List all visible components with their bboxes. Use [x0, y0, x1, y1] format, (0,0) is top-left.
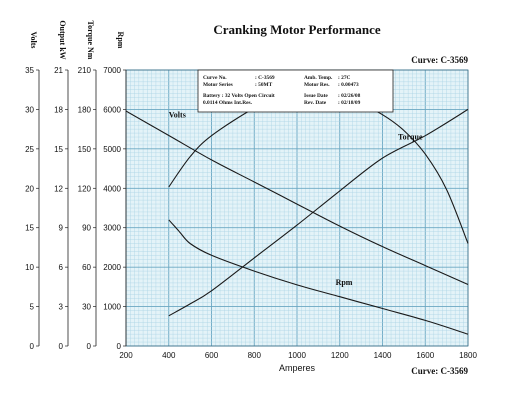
series-label-volts: Volts: [169, 110, 186, 119]
series-label-torque: Torque: [398, 133, 423, 142]
info-cell: Rev. Date: [304, 100, 327, 106]
tick-label: 30: [25, 105, 34, 114]
tick-label: 90: [82, 224, 91, 233]
tick-label: 3000: [103, 224, 121, 233]
y-axis-3: Torque Nm 0 30 60 90 120 150 180 210: [78, 21, 97, 351]
info-cell: Amb. Temp.: [304, 75, 333, 81]
tick-label: 5000: [103, 145, 121, 154]
curve-id-bottom: Curve: C-3569: [411, 366, 468, 376]
x-tick-label: 1400: [374, 351, 392, 360]
axis-title: Output kW: [58, 20, 67, 59]
info-cell: Battery : 32 Volts Open Circuit: [203, 93, 275, 99]
x-tick-label: 800: [248, 351, 262, 360]
tick-label: 9: [59, 224, 64, 233]
tick-label: 30: [82, 303, 91, 312]
x-tick-labels: 200 400 600 800 1000 1200 1400 1600 1800: [119, 351, 477, 360]
curve-torque: [168, 108, 469, 317]
tick-label: 2000: [103, 263, 121, 272]
curve-volts: [125, 110, 469, 286]
tick-label: 0: [117, 342, 122, 351]
x-tick-label: 400: [162, 351, 176, 360]
info-cell: : 02/26/08: [338, 93, 361, 99]
tick-label: 3: [59, 303, 64, 312]
y-axis-4: Rpm 0 1000 2000 3000 4000 5000 6000 7000: [103, 32, 127, 351]
tick-label: 35: [25, 66, 34, 75]
axis-title: Rpm: [116, 32, 125, 49]
x-tick-label: 600: [205, 351, 219, 360]
axis-title: Volts: [29, 31, 38, 48]
tick-label: 0: [87, 342, 92, 351]
tick-label: 120: [78, 184, 92, 193]
tick-label: 10: [25, 263, 34, 272]
tick-label: 150: [78, 145, 92, 154]
info-cell: 0.0114 Ohms Int.Res.: [203, 100, 253, 106]
y-axis-2: Output kW 0 3 6 9 12 15 18 21: [54, 20, 69, 351]
chart-title: Cranking Motor Performance: [213, 22, 381, 37]
tick-label: 7000: [103, 66, 121, 75]
info-cell: : 0.00473: [338, 82, 359, 88]
axis-title: Torque Nm: [86, 21, 95, 60]
curve-rpm: [168, 219, 469, 335]
plot-grid: [125, 69, 469, 347]
info-box-panel: [197, 69, 394, 113]
x-tick-label: 200: [119, 351, 133, 360]
tick-label: 15: [54, 145, 63, 154]
tick-label: 18: [54, 105, 63, 114]
info-cell: Curve No.: [203, 75, 227, 81]
tick-label: 25: [25, 145, 34, 154]
tick-label: 0: [59, 342, 64, 351]
tick-label: 6: [59, 263, 64, 272]
info-cell: Motor Res.: [304, 82, 330, 88]
tick-label: 6000: [103, 105, 121, 114]
tick-label: 180: [78, 105, 92, 114]
info-cell: : 50MT: [255, 82, 273, 88]
tick-label: 0: [30, 342, 35, 351]
tick-label: 60: [82, 263, 91, 272]
x-axis-label: Amperes: [279, 363, 316, 373]
tick-label: 15: [25, 224, 34, 233]
info-cell: Issue Date: [304, 93, 328, 99]
y-axes: Volts 0 5 10 15 20 25 30 35 Output kW 0 3 6 9 12 15 18 21…: [25, 20, 127, 351]
y-axis-1: Volts 0 5 10 15 20 25 30 35: [25, 31, 40, 351]
info-cell: : 02/18/09: [338, 100, 361, 106]
curve-id-top: Curve: C-3569: [411, 55, 468, 65]
tick-label: 12: [54, 184, 63, 193]
x-tick-label: 1200: [331, 351, 349, 360]
tick-label: 21: [54, 66, 63, 75]
tick-label: 1000: [103, 303, 121, 312]
info-cell: : 27C: [338, 75, 351, 81]
tick-label: 4000: [103, 184, 121, 193]
info-box: Curve No. : C-3569 Amb. Temp. : 27C Motor Se…: [197, 69, 394, 113]
info-cell: Motor Series: [203, 82, 233, 88]
x-tick-label: 1800: [459, 351, 477, 360]
tick-label: 5: [30, 303, 35, 312]
tick-label: 20: [25, 184, 34, 193]
tick-label: 210: [78, 66, 92, 75]
series-label-rpm: Rpm: [336, 278, 353, 287]
x-tick-label: 1000: [288, 351, 306, 360]
x-tick-label: 1600: [416, 351, 434, 360]
info-cell: : C-3569: [255, 75, 275, 81]
